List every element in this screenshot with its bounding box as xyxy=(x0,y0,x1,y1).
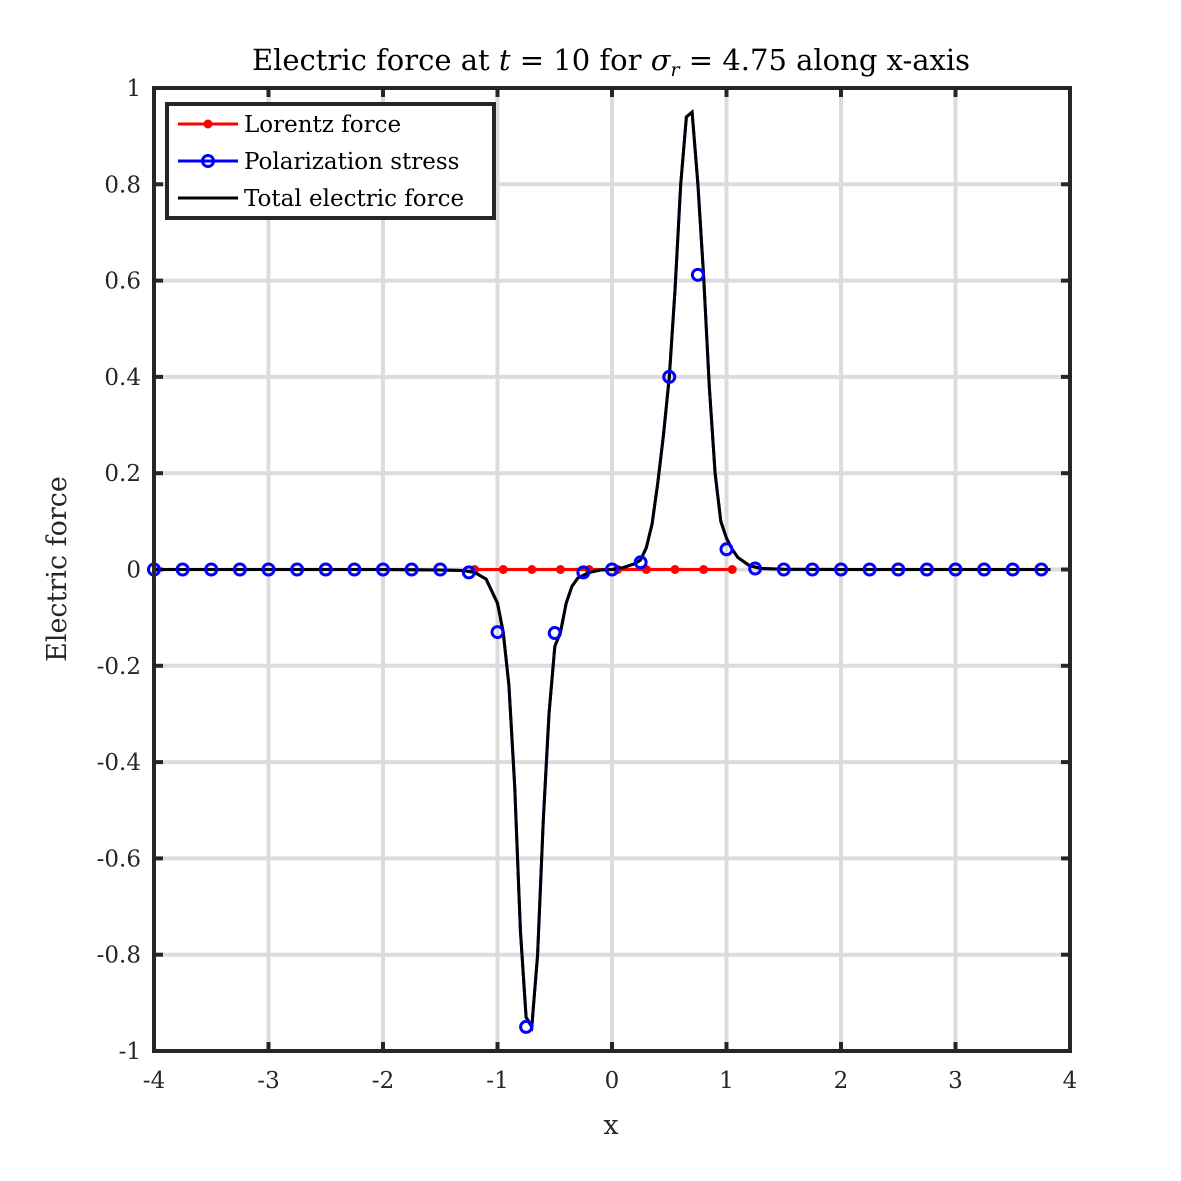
polarization-stress-point xyxy=(576,565,591,580)
polarization-stress-point xyxy=(290,562,305,577)
polarization-stress-point xyxy=(948,562,963,577)
lorentz-force-point xyxy=(670,565,680,574)
polarization-stress-point xyxy=(261,562,276,577)
grid-lines xyxy=(154,88,1070,1051)
polarization-stress-point xyxy=(605,562,619,577)
y-tick-label: -0.2 xyxy=(97,654,141,680)
legend-label-total-electric-force: Total electric force xyxy=(244,186,464,212)
legend-entry-polarization-stress: Polarization stress xyxy=(178,149,459,175)
polarization-stress-point xyxy=(891,562,906,577)
lorentz-force-point xyxy=(555,565,565,574)
y-axis-label: Electric force xyxy=(42,476,73,662)
x-tick-label: 4 xyxy=(1063,1068,1078,1094)
title-t-symbol: t xyxy=(499,43,511,77)
legend-entry-lorentz-force: Lorentz force xyxy=(178,112,401,138)
polarization-stress-point xyxy=(490,625,505,640)
polarization-stress-point xyxy=(748,561,763,576)
polarization-stress-point xyxy=(805,562,820,577)
polarization-stress-point xyxy=(547,626,562,641)
polarization-stress-point xyxy=(376,562,390,577)
polarization-stress-point xyxy=(1005,562,1020,577)
y-tick-label: -1 xyxy=(119,1039,141,1065)
lorentz-force-point xyxy=(498,565,508,574)
polarization-stress-point xyxy=(519,1019,534,1034)
y-tick-label: 0.4 xyxy=(104,365,141,391)
y-tick-label: 0.6 xyxy=(104,269,141,295)
title-sigma-sub: r xyxy=(671,59,682,81)
plot-series xyxy=(147,109,1051,1034)
title-sigma-symbol: σ xyxy=(651,43,672,77)
polarization-stress-point xyxy=(862,562,877,577)
polarization-stress-point xyxy=(347,562,362,577)
y-tick-label: 0 xyxy=(126,558,141,584)
lorentz-force-point xyxy=(727,565,737,574)
title-eq1: = 10 for xyxy=(511,43,651,77)
polarization-stress-point xyxy=(776,562,791,577)
legend-swatch-lorentz-marker xyxy=(203,119,213,129)
legend-swatch-polarization-marker xyxy=(201,154,215,168)
x-tick-label: -4 xyxy=(143,1068,165,1094)
polarization-stress-point xyxy=(318,562,333,577)
y-tick-label: -0.6 xyxy=(97,846,141,872)
legend: Lorentz force Polarization stress Total … xyxy=(165,102,496,220)
y-tick-label: 0.2 xyxy=(104,461,141,487)
series-line-total-electric-force xyxy=(154,109,1051,1032)
polarization-stress-point xyxy=(433,562,448,577)
legend-label-polarization-stress: Polarization stress xyxy=(244,149,459,175)
polarization-stress-point xyxy=(204,562,219,577)
chart-title: Electric force at t = 10 for σr = 4.75 a… xyxy=(252,43,970,81)
x-tick-label: -1 xyxy=(486,1068,508,1094)
polarization-stress-point xyxy=(719,542,734,557)
polarization-stress-point xyxy=(834,562,848,577)
polarization-stress-point xyxy=(175,562,190,577)
x-tick-labels: -4 -3 -2 -1 0 1 2 3 4 xyxy=(143,1068,1078,1094)
polarization-stress-point xyxy=(919,562,934,577)
polarization-stress-point xyxy=(662,369,677,384)
legend-label-lorentz-force: Lorentz force xyxy=(244,112,401,138)
polarization-stress-point xyxy=(232,562,247,577)
title-eq2: = 4.75 along x-axis xyxy=(680,43,970,77)
y-tick-labels: -1 -0.8 -0.6 -0.4 -0.2 0 0.2 0.4 0.6 0.8 1 xyxy=(97,76,141,1065)
x-tick-label: -2 xyxy=(372,1068,394,1094)
y-tick-label: 0.8 xyxy=(104,172,141,198)
x-tick-label: 1 xyxy=(719,1068,734,1094)
legend-entry-total-electric-force: Total electric force xyxy=(178,186,464,212)
title-prefix: Electric force at xyxy=(252,43,499,77)
polarization-stress-point xyxy=(977,562,992,577)
x-tick-label: 3 xyxy=(948,1068,963,1094)
x-axis-label: x xyxy=(603,1110,618,1141)
lorentz-force-point xyxy=(527,565,537,574)
polarization-stress-point xyxy=(690,267,705,282)
polarization-stress-point xyxy=(404,562,419,577)
x-tick-label: 2 xyxy=(834,1068,849,1094)
polarization-stress-point xyxy=(1034,562,1049,577)
x-tick-label: -3 xyxy=(257,1068,279,1094)
polarization-stress-point xyxy=(633,555,648,570)
x-tick-label: 0 xyxy=(605,1068,620,1094)
y-tick-label: 1 xyxy=(126,76,141,102)
polarization-stress-point xyxy=(461,565,476,580)
lorentz-force-point xyxy=(699,565,709,574)
plot-area-frame xyxy=(152,86,1072,1053)
y-tick-label: -0.4 xyxy=(97,750,141,776)
y-tick-label: -0.8 xyxy=(97,943,141,969)
